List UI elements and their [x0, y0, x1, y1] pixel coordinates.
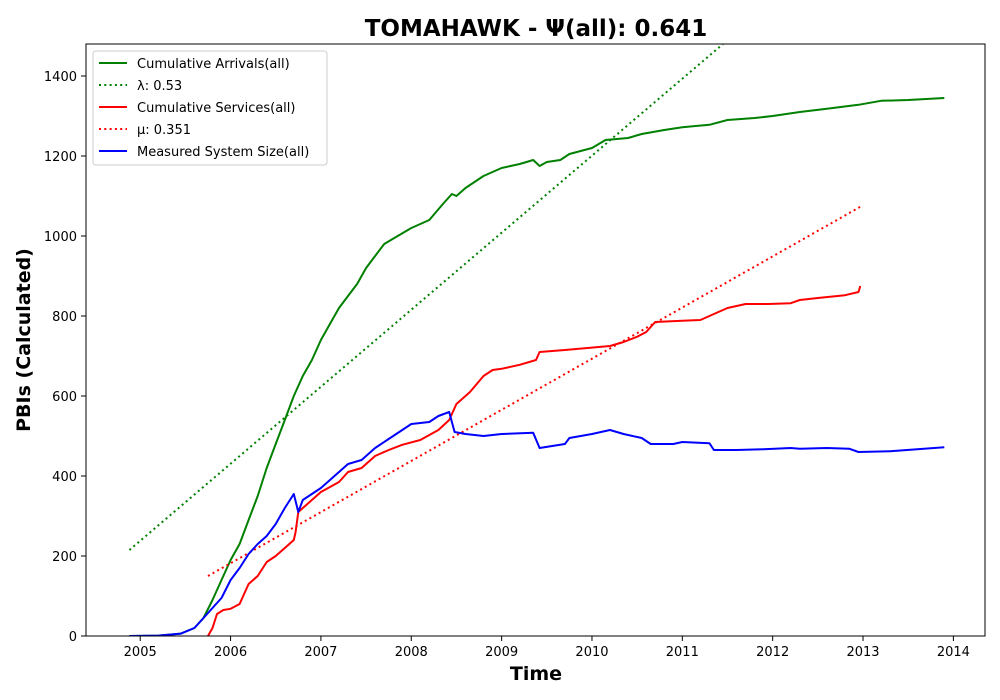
series-line-4	[129, 411, 945, 636]
x-axis: 2005 2006 2007 2008 2009 2010 2011 2012 2013 2014	[124, 636, 970, 660]
legend-label: Measured System Size(all)	[137, 145, 309, 160]
y-axis: 0 200 400 600 800 1000 1200 1400	[44, 70, 86, 645]
x-tick-label: 2009	[485, 645, 518, 660]
plot-area-frame	[85, 43, 986, 637]
x-tick-label: 2010	[575, 645, 608, 660]
x-tick-label: 2011	[666, 645, 699, 660]
y-tick-label: 400	[52, 470, 77, 485]
legend-label: Cumulative Services(all)	[137, 101, 295, 116]
legend-label: μ: 0.351	[137, 123, 191, 138]
x-tick-label: 2014	[937, 645, 970, 660]
y-tick-label: 200	[52, 550, 77, 565]
y-tick-label: 1200	[44, 150, 77, 165]
x-tick-label: 2012	[756, 645, 789, 660]
series-line-0	[129, 97, 945, 636]
legend-label: λ: 0.53	[137, 79, 182, 94]
legend: Cumulative Arrivals(all) λ: 0.53 Cumulativ…	[92, 50, 328, 166]
y-tick-label: 1400	[44, 70, 77, 85]
chart-title: TOMAHAWK - Ψ(all): 0.641	[365, 16, 708, 42]
x-tick-label: 2006	[214, 645, 247, 660]
y-tick-label: 0	[69, 630, 77, 645]
series-line-2	[207, 285, 862, 636]
y-axis-label: PBIs (Calculated)	[13, 248, 35, 432]
y-tick-label: 1000	[44, 230, 77, 245]
legend-label: Cumulative Arrivals(all)	[137, 57, 290, 72]
x-axis-label: Time	[510, 663, 562, 685]
x-tick-label: 2005	[124, 645, 157, 660]
series-layer	[128, 44, 945, 636]
x-tick-label: 2007	[304, 645, 337, 660]
y-tick-label: 600	[52, 390, 77, 405]
x-tick-label: 2013	[846, 645, 879, 660]
legend-box	[92, 50, 328, 166]
x-tick-label: 2008	[395, 645, 428, 660]
y-tick-label: 800	[52, 310, 77, 325]
